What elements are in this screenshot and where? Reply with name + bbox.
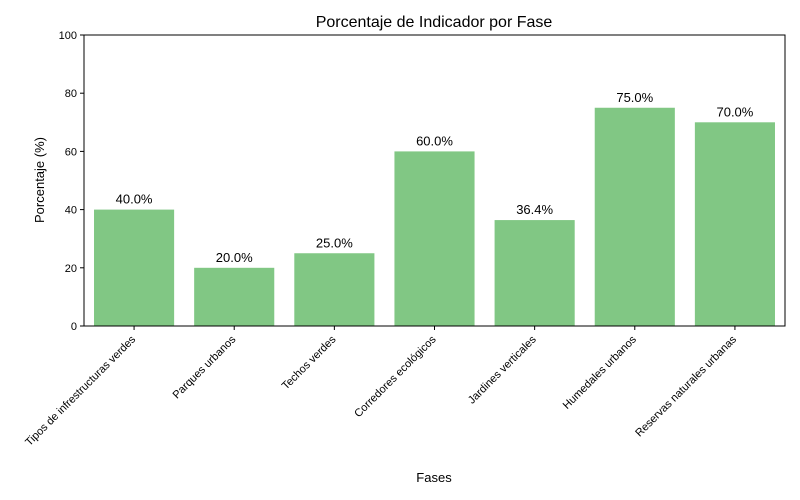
x-tick-label: Techos verdes: [280, 333, 339, 392]
bar: [694, 122, 775, 326]
y-tick-label: 40: [65, 205, 77, 217]
bar: [394, 151, 475, 326]
data-label: 70.0%: [716, 104, 753, 119]
x-tick-label: Jardines verticales: [466, 333, 539, 406]
bar: [94, 209, 175, 326]
x-tick-label: Parques urbanos: [171, 333, 239, 401]
plot-frame: [83, 34, 786, 327]
x-tick-label: Humedales urbanos: [561, 333, 639, 411]
data-label: 25.0%: [316, 235, 353, 250]
y-tick-label: 0: [71, 321, 77, 333]
data-label: 40.0%: [116, 192, 153, 207]
plot-area: 40.0% Tipos de infrestructuras verdes 20.0…: [23, 30, 786, 449]
x-axis-label: Fases: [416, 470, 452, 485]
y-tick-label: 80: [65, 88, 77, 100]
x-tick-label: Corredores ecológicos: [352, 333, 439, 420]
x-tick-label: Reservas naturales urbanas: [633, 333, 739, 439]
bar: [594, 107, 675, 326]
y-tick-label: 100: [59, 30, 77, 42]
data-label: 36.4%: [516, 202, 553, 217]
y-tick-label: 20: [65, 263, 77, 275]
bar: [294, 253, 375, 326]
y-axis-label: Porcentaje (%): [32, 137, 47, 223]
y-tick-label: 60: [65, 146, 77, 158]
chart-title: Porcentaje de Indicador por Fase: [316, 14, 553, 31]
bar: [494, 220, 575, 326]
data-label: 20.0%: [216, 250, 253, 265]
data-label: 75.0%: [616, 90, 653, 105]
data-label: 60.0%: [416, 133, 453, 148]
bar: [194, 267, 275, 326]
x-tick-label: Tipos de infrestructuras verdes: [23, 333, 138, 448]
